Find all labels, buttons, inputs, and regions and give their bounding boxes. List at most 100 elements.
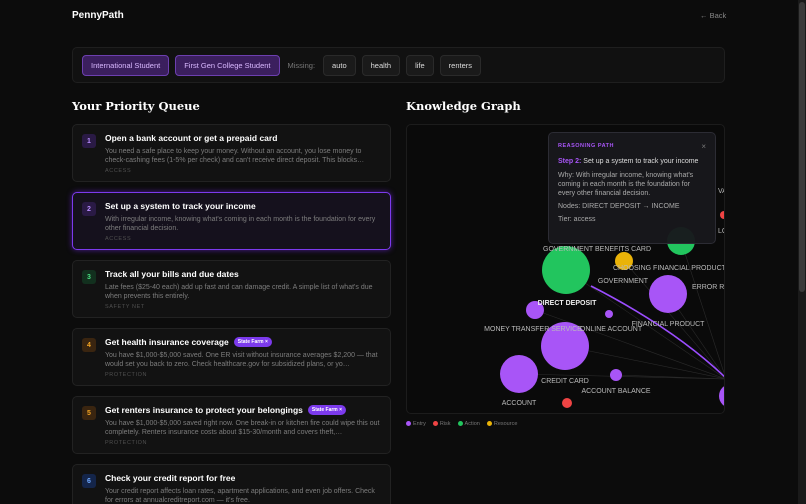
- card-title: Check your credit report for free: [105, 473, 236, 483]
- tooltip-nodes: Nodes: DIRECT DEPOSIT → INCOME: [558, 203, 680, 210]
- queue-card[interactable]: 4 Get health insurance coverage State Farm…: [72, 328, 391, 386]
- tooltip-heading: REASONING PATH: [558, 143, 614, 149]
- edge: [623, 260, 724, 378]
- card-tier: PROTECTION: [105, 440, 148, 446]
- missing-label: Missing:: [287, 60, 316, 70]
- node-label: LOAN: [718, 228, 725, 235]
- card-number: 2: [82, 202, 96, 216]
- legend-label: Entry: [413, 421, 426, 427]
- reasoning-edge: [590, 285, 724, 378]
- legend-label: Resource: [493, 421, 518, 427]
- node-label: GOVERNMENT BENEFITS CARD: [543, 246, 651, 253]
- node: [719, 386, 724, 406]
- edge: [564, 345, 724, 379]
- card-title: Get renters insurance to protect your be…: [105, 405, 303, 415]
- card-number: 4: [82, 338, 96, 352]
- graph: GOVERNMENT BENEFITS CARD CHOOSING FINANCI…: [484, 188, 725, 408]
- queue-card[interactable]: 6 Check your credit report for free Your c…: [72, 464, 391, 504]
- missing-chip[interactable]: health: [361, 54, 401, 76]
- legend-dot: [406, 421, 411, 427]
- card-tier: SAFETY NET: [105, 304, 145, 310]
- node: [610, 369, 622, 381]
- node: [500, 355, 538, 393]
- missing-chip[interactable]: auto: [323, 54, 356, 76]
- node-label: CHOOSING FINANCIAL PRODUCTS: [613, 265, 725, 272]
- edge: [534, 309, 724, 379]
- card-tier: ACCESS: [105, 168, 132, 174]
- card-number: 6: [82, 474, 96, 488]
- node-label: ACCOUNT: [502, 400, 537, 407]
- back-link[interactable]: ← Back: [700, 11, 727, 20]
- missing-chip[interactable]: renters: [439, 54, 482, 76]
- card-number: 1: [82, 134, 96, 148]
- node-label: GOVERNMENT: [598, 278, 649, 285]
- node-label: ACCOUNT BALANCE: [581, 388, 650, 395]
- queue-card[interactable]: 5 Get renters insurance to protect your b…: [72, 396, 391, 454]
- card-title-row: Track all your bills and due dates: [105, 269, 382, 279]
- missing-chip[interactable]: life: [406, 54, 434, 76]
- legend-label: Risk: [439, 421, 451, 427]
- node: [720, 211, 724, 219]
- node-label: MONEY TRANSFER SERVICE: [484, 326, 582, 333]
- legend: Entry Risk Action Resource: [406, 421, 517, 427]
- legend-item: Risk: [432, 421, 451, 427]
- legend-dot: [432, 421, 438, 427]
- card-description: You have $1,000-$5,000 saved. One ER vis…: [105, 352, 378, 368]
- node-label: VALUE: [718, 188, 725, 195]
- card-title: Set up a system to track your income: [105, 201, 256, 211]
- queue-card[interactable]: 3 Track all your bills and due dates Late …: [72, 260, 391, 318]
- node-label: FINANCIAL PRODUCT: [632, 321, 706, 328]
- tooltip-why: Why: With irregular income, knowing what…: [558, 172, 694, 197]
- tooltip-step: Step 2: Set up a system to track your in…: [558, 157, 706, 166]
- card-title: Open a bank account or get a prepaid car…: [105, 133, 278, 143]
- filter-chip[interactable]: First Gen College Student: [175, 54, 280, 76]
- card-title-row: Get renters insurance to protect your be…: [105, 405, 382, 415]
- tooltip-tier: Tier: access: [558, 216, 596, 223]
- node: [649, 275, 687, 313]
- filter-bar: International Student First Gen College S…: [72, 47, 725, 83]
- node-label: CREDIT CARD: [541, 378, 589, 385]
- queue-card[interactable]: 2 Set up a system to track your income Wit…: [72, 192, 391, 250]
- card-description: Late fees ($25-40 each) add up fast and …: [105, 284, 373, 300]
- card-number: 5: [82, 406, 96, 420]
- card-title: Get health insurance coverage: [105, 337, 229, 347]
- card-title-row: Check your credit report for free: [105, 473, 382, 483]
- edge: [615, 374, 724, 380]
- card-description: With irregular income, knowing what's co…: [105, 216, 376, 232]
- edge: [680, 240, 724, 374]
- scroll-thumb[interactable]: [799, 2, 805, 292]
- node: [526, 301, 544, 319]
- legend-dot: [457, 421, 463, 427]
- card-tier: ACCESS: [105, 236, 132, 242]
- step-text: Set up a system to track your income: [583, 158, 699, 165]
- edge: [518, 373, 724, 380]
- close-button[interactable]: ×: [701, 142, 706, 151]
- card-title-row: Get health insurance coverage State Farm …: [105, 337, 382, 347]
- card-description: You need a safe place to keep your money…: [105, 148, 365, 164]
- card-description: You have $1,000-$5,000 saved right now. …: [105, 420, 380, 436]
- card-title-row: Set up a system to track your income: [105, 201, 382, 211]
- filter-chip[interactable]: International Student: [82, 54, 170, 76]
- brand: PennyPath: [72, 10, 124, 21]
- node: [542, 246, 590, 294]
- legend-dot: [486, 421, 492, 427]
- card-title-row: Open a bank account or get a prepaid car…: [105, 133, 382, 143]
- node: [541, 322, 589, 370]
- partner-badge[interactable]: State Farm ×: [307, 405, 347, 415]
- queue-card[interactable]: 1 Open a bank account or get a prepaid ca…: [72, 124, 391, 182]
- legend-item: Resource: [486, 421, 518, 427]
- node: [615, 252, 633, 270]
- step-label: Step 2:: [558, 158, 582, 165]
- edge: [565, 269, 724, 379]
- queue-title: Your Priority Queue: [72, 99, 200, 113]
- partner-badge[interactable]: State Farm ×: [233, 337, 272, 347]
- card-tier: PROTECTION: [105, 372, 148, 378]
- node-label: DIRECT DEPOSIT: [538, 300, 597, 307]
- node: [562, 398, 572, 408]
- tooltip: REASONING PATH × Step 2: Set up a system…: [548, 132, 716, 244]
- node: [605, 310, 613, 318]
- card-number: 3: [82, 270, 96, 284]
- node-label: ONLINE ACCOUNT: [580, 326, 643, 333]
- card-title: Track all your bills and due dates: [105, 269, 239, 279]
